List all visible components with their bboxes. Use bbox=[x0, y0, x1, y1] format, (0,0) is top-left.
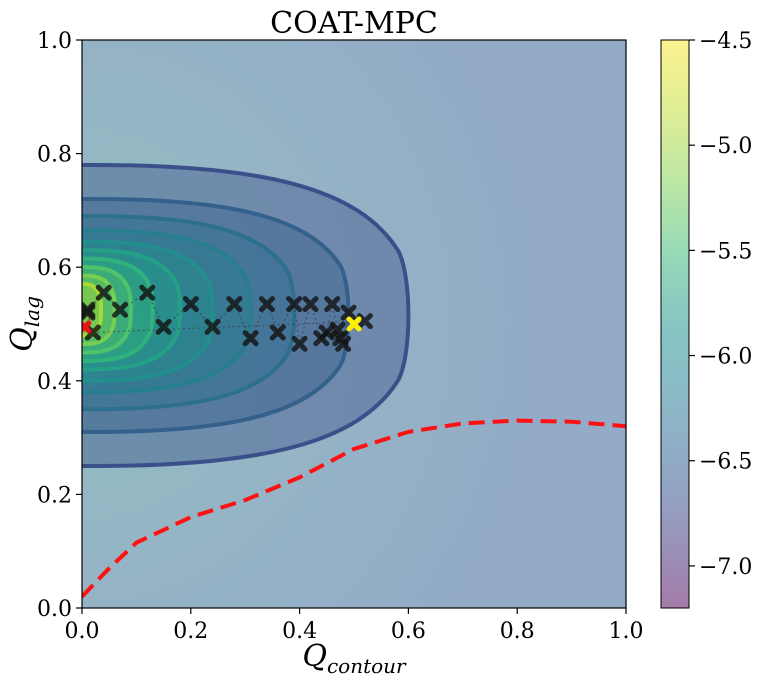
y-tick-label: 0.2 bbox=[37, 483, 72, 508]
sample-marker bbox=[302, 296, 319, 313]
colorbar-tick-label: −5.0 bbox=[699, 134, 752, 159]
sample-marker bbox=[204, 318, 221, 335]
contour-line bbox=[82, 162, 411, 469]
sample-marker bbox=[139, 284, 156, 301]
y-tick-label: 0.0 bbox=[37, 597, 72, 622]
contour-line bbox=[82, 214, 297, 412]
x-tick-label: 0.8 bbox=[500, 619, 535, 644]
y-tick-label: 0.8 bbox=[37, 143, 72, 168]
sample-marker bbox=[226, 296, 243, 313]
x-tick-label: 0.2 bbox=[173, 619, 208, 644]
colorbar-tick-label: −5.5 bbox=[699, 239, 752, 264]
sample-marker bbox=[340, 304, 357, 321]
x-tick-label: 1.0 bbox=[609, 619, 644, 644]
colorbar-tick-label: −6.5 bbox=[699, 450, 752, 475]
colorbar-tick-label: −4.5 bbox=[699, 29, 752, 54]
contour-fill bbox=[82, 230, 251, 393]
contour-line bbox=[82, 265, 133, 355]
constraint-boundary-line bbox=[82, 418, 626, 598]
colorbar bbox=[661, 40, 689, 608]
sample-marker bbox=[182, 296, 199, 313]
x-tick-label: 0.4 bbox=[282, 619, 317, 644]
chart-title: COAT-MPC bbox=[270, 6, 438, 41]
contour-line bbox=[82, 239, 215, 383]
contour-line bbox=[82, 248, 182, 372]
colorbar-axis: −7.0 −6.5 −6.0 −5.5 −5.0 −4.5 bbox=[689, 29, 752, 580]
sample-marker bbox=[95, 284, 112, 301]
sample-marker bbox=[286, 296, 303, 313]
sample-marker bbox=[269, 324, 286, 341]
sample-marker bbox=[335, 335, 352, 352]
colorbar-tick-label: −7.0 bbox=[699, 555, 752, 580]
contour-line bbox=[82, 273, 117, 346]
contour-line bbox=[82, 228, 253, 395]
y-tick-label: 1.0 bbox=[37, 29, 72, 54]
colorbar-tick-label: −6.0 bbox=[699, 345, 752, 370]
sample-marker bbox=[356, 313, 373, 330]
contour-fill bbox=[82, 164, 409, 467]
x-axis-label: Qcontour bbox=[302, 639, 407, 678]
plot-frame bbox=[81, 39, 627, 609]
sample-marker bbox=[291, 335, 308, 352]
sample-marker bbox=[258, 296, 275, 313]
colorbar-frame bbox=[660, 39, 690, 609]
sample-marker bbox=[324, 296, 341, 313]
sample-marker bbox=[242, 330, 259, 347]
contour-fill bbox=[82, 216, 295, 410]
y-axis: 0.0 0.2 0.4 0.6 0.8 1.0 bbox=[37, 29, 82, 622]
contour-line bbox=[82, 256, 155, 363]
best-point-marker bbox=[346, 316, 362, 332]
x-tick-label: 0.0 bbox=[65, 619, 100, 644]
sample-marker bbox=[112, 301, 129, 318]
sample-marker bbox=[155, 318, 172, 335]
y-tick-label: 0.4 bbox=[37, 370, 72, 395]
sample-marker bbox=[82, 304, 96, 321]
x-tick-label: 0.6 bbox=[391, 619, 426, 644]
y-tick-label: 0.6 bbox=[37, 256, 72, 281]
y-axis-label: Qlag bbox=[5, 296, 44, 352]
x-axis: 0.0 0.2 0.4 0.6 0.8 1.0 bbox=[65, 608, 644, 644]
plot-area bbox=[82, 40, 626, 608]
